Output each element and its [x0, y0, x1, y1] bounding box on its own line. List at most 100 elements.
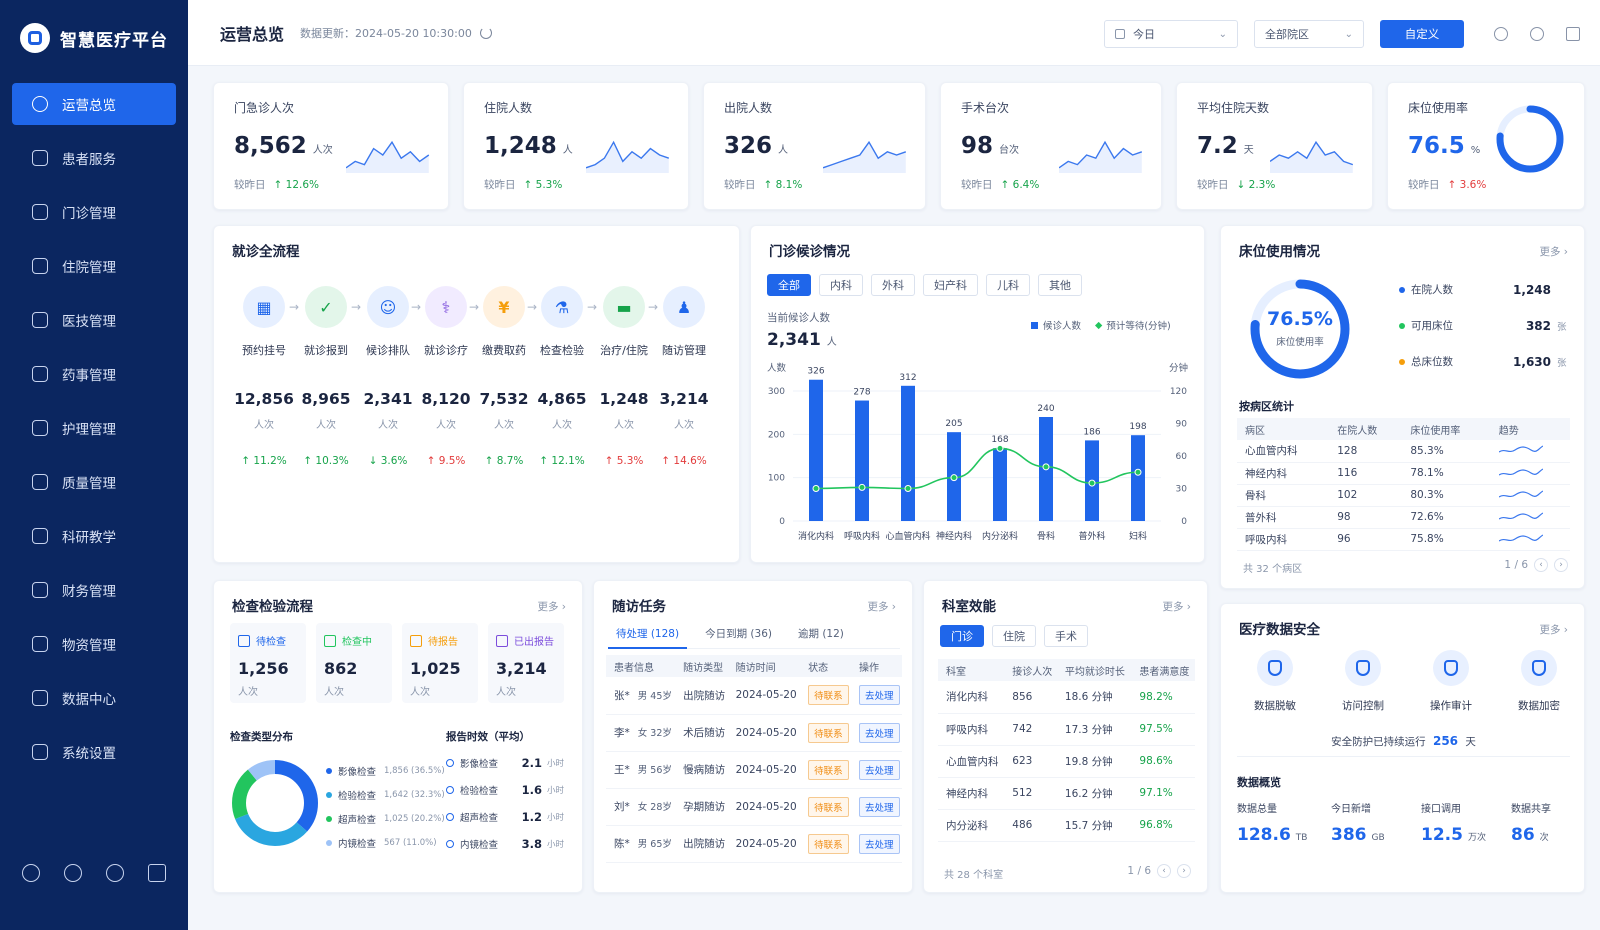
flow-step[interactable]: ⚗ 检查检验 4,865 人次 ↑ 12.1% [530, 286, 594, 467]
flow-step[interactable]: ☺ 候诊排队 2,341 人次 ↓ 3.6% [356, 286, 420, 467]
kpi-card[interactable]: 出院人数 326 人较昨日 ↑ 8.1% [703, 82, 926, 210]
table-row[interactable]: 刘* 女 28岁 孕期随访 2024-05-20 待联系 去处理 [606, 788, 902, 826]
sidebar-item[interactable]: 科研教学 [12, 515, 176, 557]
gear-icon[interactable] [64, 864, 82, 882]
prev-page-button[interactable]: ‹ [1157, 864, 1171, 878]
bell-icon[interactable] [22, 864, 40, 882]
sidebar-item[interactable]: 医技管理 [12, 299, 176, 341]
fullscreen-icon[interactable] [1566, 27, 1580, 41]
sidebar-item[interactable]: 门诊管理 [12, 191, 176, 233]
bar[interactable] [901, 385, 915, 521]
followup-tab[interactable]: 逾期 (12) [797, 628, 844, 640]
flow-step[interactable]: ♟ 随访管理 3,214 人次 ↑ 14.6% [652, 286, 716, 467]
help-icon[interactable] [106, 864, 124, 882]
sidebar-item[interactable]: 住院管理 [12, 245, 176, 287]
waiting-tab[interactable]: 内科 [819, 274, 863, 296]
waiting-tab[interactable]: 儿科 [986, 274, 1030, 296]
bell-icon[interactable] [1494, 27, 1508, 41]
wait-time-point[interactable] [904, 485, 912, 492]
process-button[interactable]: 去处理 [859, 796, 900, 817]
flow-step[interactable]: ⚕ 就诊诊疗 8,120 人次 ↑ 9.5% [414, 286, 478, 467]
bar[interactable] [855, 400, 869, 521]
dept-tab[interactable]: 手术 [1044, 625, 1088, 647]
bar[interactable] [993, 448, 1007, 521]
table-row[interactable]: 李* 女 32岁 术后随访 2024-05-20 待联系 去处理 [606, 714, 902, 752]
process-button[interactable]: 去处理 [859, 722, 900, 743]
hospital-select[interactable]: 全部院区 ⌄ [1254, 20, 1364, 48]
table-row[interactable]: 普外科 98 72.6% [1237, 506, 1570, 529]
table-row[interactable]: 内分泌科 486 15.7 分钟 96.8% [938, 809, 1195, 842]
refresh-icon[interactable] [479, 26, 492, 39]
security-more-link[interactable]: 更多 › [1539, 624, 1568, 636]
followup-tab[interactable]: 待处理 (128) [608, 623, 688, 649]
sidebar-item[interactable]: 运营总览 [12, 83, 176, 125]
donut-slice[interactable] [232, 760, 318, 846]
wait-time-point[interactable] [1088, 479, 1096, 487]
followup-tab[interactable]: 今日到期 (36) [705, 628, 772, 640]
dept-tab[interactable]: 门诊 [940, 625, 984, 647]
dept-tab[interactable]: 住院 [992, 625, 1036, 647]
followup-more-link[interactable]: 更多 › [867, 601, 896, 613]
exam-stat-card[interactable]: 检查中 862 人次 [316, 623, 392, 703]
date-select[interactable]: 今日 ⌄ [1104, 20, 1238, 48]
table-row[interactable]: 神经内科 116 78.1% [1237, 462, 1570, 485]
wait-time-point[interactable] [950, 474, 958, 482]
security-item[interactable]: 访问控制 [1323, 650, 1403, 713]
waiting-tab[interactable]: 全部 [767, 274, 811, 296]
exam-stat-card[interactable]: 已出报告 3,214 人次 [488, 623, 564, 703]
kpi-card[interactable]: 门急诊人次 8,562 人次 较昨日 ↑ 12.6% [213, 82, 449, 210]
dept-more-link[interactable]: 更多 › [1162, 601, 1191, 613]
wait-time-point[interactable] [996, 444, 1004, 452]
beds-more-link[interactable]: 更多 › [1539, 246, 1568, 258]
sidebar-item[interactable]: 系统设置 [12, 731, 176, 773]
table-row[interactable]: 消化内科 856 18.6 分钟 98.2% [938, 681, 1195, 714]
process-button[interactable]: 去处理 [859, 759, 900, 780]
flow-step[interactable]: ▬ 治疗/住院 1,248 人次 ↑ 5.3% [592, 286, 656, 467]
security-item[interactable]: 数据加密 [1499, 650, 1579, 713]
table-row[interactable]: 心血管内科 128 85.3% [1237, 440, 1570, 463]
process-button[interactable]: 去处理 [859, 833, 900, 854]
kpi-card[interactable]: 床位使用率 76.5% 较昨日 ↑ 3.6% [1387, 82, 1585, 210]
wait-time-point[interactable] [1042, 463, 1050, 471]
next-page-button[interactable]: › [1554, 558, 1568, 572]
exam-stat-card[interactable]: 待检查 1,256 人次 [230, 623, 306, 703]
flow-step[interactable]: ✓ 就诊报到 8,965 人次 ↑ 10.3% [294, 286, 358, 467]
kpi-card[interactable]: 住院人数 1,248 人较昨日 ↑ 5.3% [463, 82, 689, 210]
bar[interactable] [809, 379, 823, 521]
kpi-card[interactable]: 平均住院天数 7.2 天较昨日 ↓ 2.3% [1176, 82, 1373, 210]
table-row[interactable]: 心血管内科 623 19.8 分钟 98.6% [938, 745, 1195, 778]
waiting-tab[interactable]: 妇产科 [923, 274, 978, 296]
process-button[interactable]: 去处理 [859, 685, 900, 706]
sidebar-item[interactable]: 物资管理 [12, 623, 176, 665]
next-page-button[interactable]: › [1177, 864, 1191, 878]
app-logo[interactable]: 智慧医疗平台 [0, 0, 188, 76]
flow-step[interactable]: ¥ 缴费取药 7,532 人次 ↑ 8.7% [472, 286, 536, 467]
flow-step[interactable]: ▦ 预约挂号 12,856 人次 ↑ 11.2% [232, 286, 296, 467]
custom-button[interactable]: 自定义 [1380, 20, 1464, 48]
table-row[interactable]: 张* 男 45岁 出院随访 2024-05-20 待联系 去处理 [606, 677, 902, 715]
table-row[interactable]: 骨科 102 80.3% [1237, 484, 1570, 507]
logout-icon[interactable] [148, 864, 166, 882]
table-row[interactable]: 呼吸内科 742 17.3 分钟 97.5% [938, 713, 1195, 746]
bar[interactable] [1131, 435, 1145, 521]
donut-slice[interactable] [232, 760, 318, 846]
sidebar-item[interactable]: 护理管理 [12, 407, 176, 449]
table-row[interactable]: 王* 男 56岁 慢病随访 2024-05-20 待联系 去处理 [606, 751, 902, 789]
wait-time-point[interactable] [1134, 468, 1142, 476]
prev-page-button[interactable]: ‹ [1534, 558, 1548, 572]
message-icon[interactable] [1530, 27, 1544, 41]
exam-more-link[interactable]: 更多 › [537, 601, 566, 613]
table-row[interactable]: 呼吸内科 96 75.8% [1237, 528, 1570, 551]
exam-stat-card[interactable]: 待报告 1,025 人次 [402, 623, 478, 703]
sidebar-item[interactable]: 财务管理 [12, 569, 176, 611]
donut-slice[interactable] [232, 760, 318, 846]
security-item[interactable]: 操作审计 [1411, 650, 1491, 713]
waiting-tab[interactable]: 外科 [871, 274, 915, 296]
wait-time-point[interactable] [812, 485, 820, 492]
sidebar-item[interactable]: 数据中心 [12, 677, 176, 719]
sidebar-item[interactable]: 质量管理 [12, 461, 176, 503]
table-row[interactable]: 陈* 男 65岁 出院随访 2024-05-20 待联系 去处理 [606, 825, 902, 863]
sidebar-item[interactable]: 患者服务 [12, 137, 176, 179]
table-row[interactable]: 神经内科 512 16.2 分钟 97.1% [938, 777, 1195, 810]
waiting-tab[interactable]: 其他 [1038, 274, 1082, 296]
